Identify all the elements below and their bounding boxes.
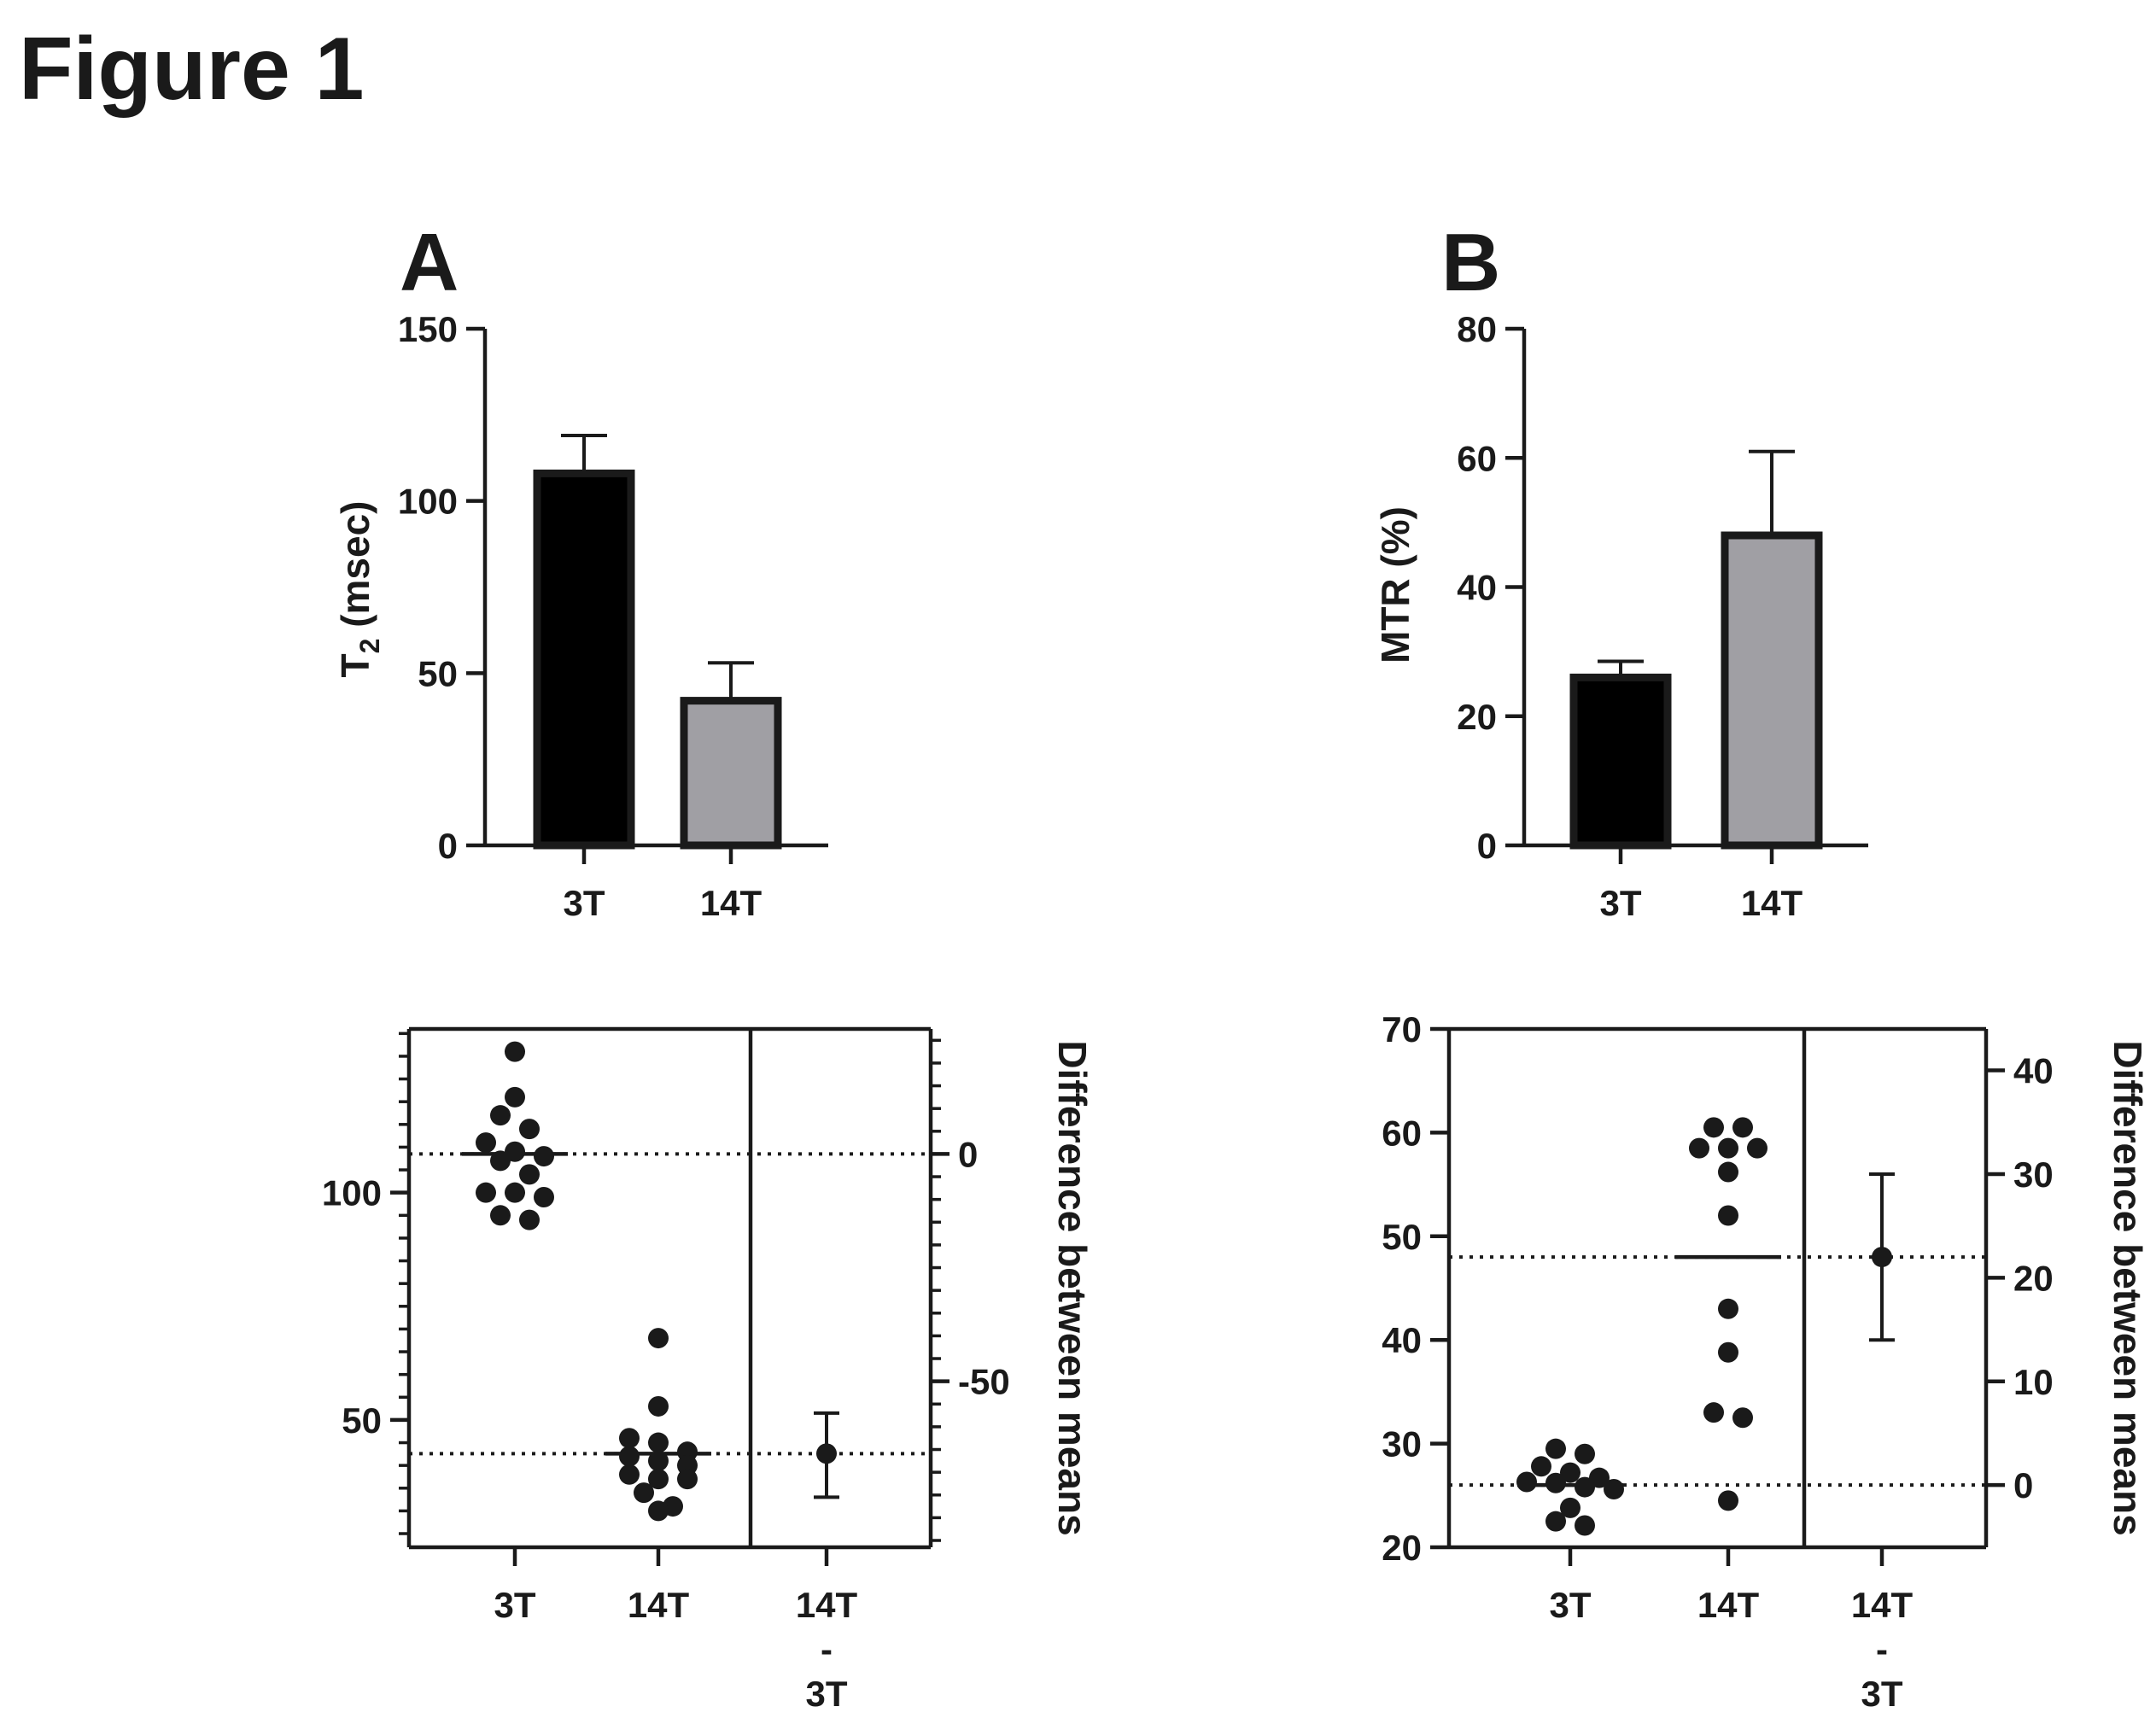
x-tick-label-14T: 14T xyxy=(700,883,762,923)
right-y-tick-label: 40 xyxy=(2013,1051,2054,1091)
data-point-3T xyxy=(534,1146,554,1167)
data-point-3T xyxy=(519,1119,540,1140)
left-y-tick-label: 50 xyxy=(342,1400,382,1441)
data-point-14T xyxy=(619,1446,640,1467)
left-y-tick-label: 50 xyxy=(1382,1217,1422,1257)
y-tick-label: 0 xyxy=(1477,826,1497,866)
left-y-tick-label: 20 xyxy=(1382,1528,1422,1568)
data-point-3T xyxy=(1589,1467,1610,1488)
data-point-3T xyxy=(505,1086,525,1108)
x-tick-label-3T: 3T xyxy=(1599,883,1641,923)
data-point-14T xyxy=(648,1500,669,1522)
data-point-3T xyxy=(505,1041,525,1062)
bar-14T xyxy=(680,697,782,850)
data-point-3T xyxy=(1575,1515,1595,1536)
left-y-tick-label: 30 xyxy=(1382,1424,1422,1464)
y-tick-label: 80 xyxy=(1457,309,1497,349)
diff-mean-point xyxy=(1872,1247,1892,1268)
right-y-tick-label: -50 xyxy=(958,1362,1010,1402)
data-point-14T xyxy=(677,1469,698,1490)
x-tick-label-14T: 14T xyxy=(628,1585,690,1625)
data-point-3T xyxy=(490,1105,511,1126)
data-point-14T xyxy=(648,1328,669,1349)
x-tick-label-difference: - xyxy=(1876,1629,1888,1669)
x-tick-label-difference: 3T xyxy=(1861,1674,1902,1714)
x-tick-label-3T: 3T xyxy=(1549,1585,1591,1625)
right-y-axis-label: Difference between means xyxy=(1050,1040,1095,1535)
y-tick-label: 150 xyxy=(398,309,458,349)
bar-14T xyxy=(1721,531,1823,850)
data-point-3T xyxy=(1516,1471,1537,1493)
data-point-14T xyxy=(619,1428,640,1449)
data-point-14T xyxy=(1718,1161,1738,1183)
left-y-tick-label: 60 xyxy=(1382,1113,1422,1153)
data-point-14T xyxy=(619,1464,640,1485)
left-y-tick-label: 100 xyxy=(322,1173,382,1213)
figure-title: Figure 1 xyxy=(19,20,365,119)
data-point-14T xyxy=(634,1482,654,1504)
right-y-tick-label: 20 xyxy=(2013,1258,2054,1298)
data-point-14T xyxy=(1718,1490,1738,1511)
y-tick-label: 60 xyxy=(1457,438,1497,478)
right-y-tick-label: 30 xyxy=(2013,1154,2054,1195)
data-point-14T xyxy=(648,1432,669,1453)
data-point-14T xyxy=(1718,1205,1738,1226)
data-point-3T xyxy=(1545,1438,1566,1459)
data-point-3T xyxy=(476,1132,496,1154)
x-tick-label-difference: 14T xyxy=(796,1585,858,1625)
data-point-14T xyxy=(648,1469,669,1490)
left-y-tick-label: 70 xyxy=(1382,1009,1422,1049)
x-tick-label-difference: 14T xyxy=(1851,1585,1914,1625)
left-y-tick-label: 40 xyxy=(1382,1320,1422,1360)
data-point-3T xyxy=(1575,1476,1595,1498)
data-point-14T xyxy=(1718,1298,1738,1319)
data-point-3T xyxy=(1560,1462,1580,1483)
data-point-14T xyxy=(1732,1407,1753,1429)
data-point-14T xyxy=(1703,1402,1724,1423)
data-point-3T xyxy=(519,1209,540,1230)
data-point-3T xyxy=(1575,1443,1595,1464)
right-y-tick-label: 0 xyxy=(2013,1465,2033,1505)
data-point-3T xyxy=(1560,1497,1580,1518)
data-point-14T xyxy=(1703,1117,1724,1138)
y-tick-label: 40 xyxy=(1457,568,1497,608)
x-tick-label-3T: 3T xyxy=(563,883,605,923)
right-y-axis-label: Difference between means xyxy=(2106,1040,2150,1535)
x-tick-label-14T: 14T xyxy=(1741,883,1803,923)
y-axis-label-A: T2 (msec) xyxy=(333,501,385,678)
y-tick-label: 50 xyxy=(418,653,458,693)
y-tick-label: 20 xyxy=(1457,697,1497,737)
diff-mean-point xyxy=(816,1443,837,1464)
bar-3T xyxy=(533,469,635,850)
data-point-3T xyxy=(505,1182,525,1203)
y-tick-label: 100 xyxy=(398,482,458,522)
right-y-tick-label: 0 xyxy=(958,1134,978,1174)
data-point-14T xyxy=(648,1450,669,1471)
data-point-3T xyxy=(1604,1479,1624,1500)
y-axis-label-B: MTR (%) xyxy=(1373,506,1417,663)
data-point-14T xyxy=(1732,1117,1753,1138)
data-point-14T xyxy=(648,1395,669,1417)
x-tick-label-3T: 3T xyxy=(494,1585,535,1625)
data-point-3T xyxy=(1545,1472,1566,1493)
bar-3T xyxy=(1569,673,1672,850)
data-point-3T xyxy=(534,1187,554,1208)
data-point-14T xyxy=(1718,1137,1738,1159)
data-point-3T xyxy=(519,1164,540,1185)
panel-label-A: A xyxy=(400,217,459,308)
data-point-14T xyxy=(1747,1137,1767,1159)
panel-label-B: B xyxy=(1441,217,1500,308)
data-point-3T xyxy=(1531,1456,1551,1477)
data-point-14T xyxy=(1689,1137,1709,1159)
data-point-3T xyxy=(490,1205,511,1226)
x-tick-label-difference: - xyxy=(821,1629,833,1669)
right-y-tick-label: 10 xyxy=(2013,1362,2054,1402)
data-point-14T xyxy=(1718,1341,1738,1363)
y-tick-label: 0 xyxy=(438,826,458,866)
data-point-3T xyxy=(476,1182,496,1203)
x-tick-label-14T: 14T xyxy=(1697,1585,1760,1625)
x-tick-label-difference: 3T xyxy=(805,1674,847,1714)
data-point-3T xyxy=(1545,1511,1566,1532)
